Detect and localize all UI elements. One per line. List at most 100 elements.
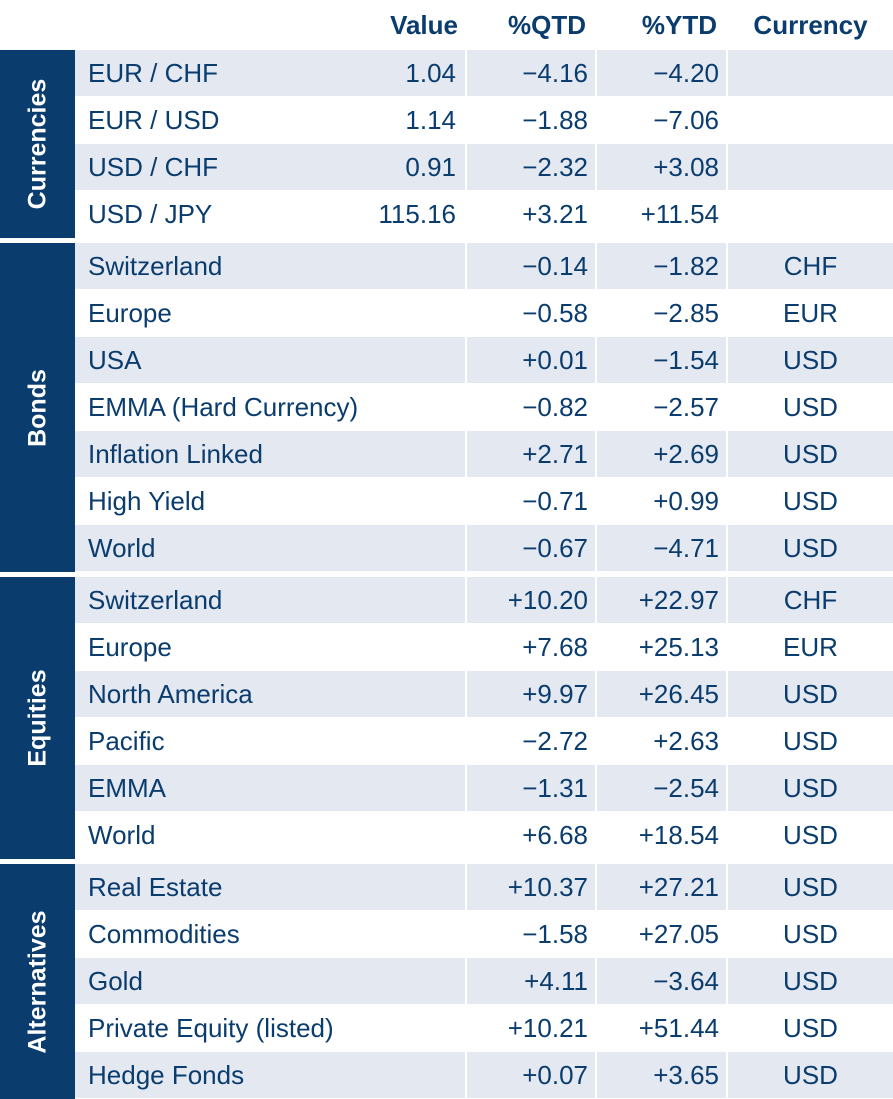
table-row: EMMA (Hard Currency) −0.82 −2.57 USD: [75, 384, 893, 431]
row-ytd: −1.82: [597, 243, 726, 289]
header-value: Value: [390, 10, 458, 40]
row-ytd: −7.06: [653, 105, 719, 135]
row-name: EMMA (Hard Currency): [88, 392, 359, 422]
row-currency: USD: [783, 919, 838, 949]
row-currency: USD: [728, 337, 893, 383]
table-row: EMMA −1.31 −2.54 USD: [75, 765, 893, 812]
row-name: Switzerland: [75, 577, 465, 623]
row-value: [75, 384, 465, 430]
row-qtd: −2.72: [522, 726, 588, 756]
table-row: Private Equity (listed) +10.21 +51.44 USD: [75, 1005, 893, 1052]
row-qtd: +10.20: [467, 577, 595, 623]
row-currency: USD: [728, 864, 893, 910]
row-qtd: +7.68: [522, 632, 588, 662]
table-header: Value %QTD %YTD Currency: [0, 0, 893, 50]
row-ytd: −4.20: [597, 50, 726, 96]
row-value: 1.04: [405, 58, 456, 88]
row-name: Inflation Linked: [75, 431, 465, 477]
table-row: USD / CHF 0.91 −2.32 +3.08: [75, 144, 893, 191]
group-label-bar: Currencies: [0, 50, 75, 238]
row-name: Pacific: [88, 726, 165, 756]
table-row: EUR / CHF 1.04 −4.16 −4.20: [75, 50, 893, 97]
row-value: [75, 624, 465, 670]
row-name: Real Estate: [75, 864, 465, 910]
row-ytd: +3.65: [597, 1052, 726, 1098]
row-currency: CHF: [728, 577, 893, 623]
table-row: High Yield −0.71 +0.99 USD: [75, 478, 893, 525]
row-currency: [728, 191, 893, 237]
row-qtd: +10.21: [507, 1013, 588, 1043]
table-row: North America +9.97 +26.45 USD: [75, 671, 893, 718]
row-value: [75, 337, 465, 383]
table-row: World −0.67 −4.71 USD: [75, 525, 893, 572]
group-label-bar: Equities: [0, 577, 75, 859]
row-value: 0.91: [405, 152, 456, 182]
row-qtd: +0.07: [467, 1052, 595, 1098]
row-qtd: +4.11: [467, 958, 595, 1004]
row-ytd: +2.69: [597, 431, 726, 477]
row-ytd: −2.57: [653, 392, 719, 422]
row-value: [75, 525, 465, 571]
row-currency: USD: [783, 726, 838, 756]
table-row: Europe +7.68 +25.13 EUR: [75, 624, 893, 671]
row-currency: USD: [783, 486, 838, 516]
table-row: World +6.68 +18.54 USD: [75, 812, 893, 859]
row-name: USD / JPY: [88, 199, 213, 229]
row-ytd: +18.54: [638, 820, 719, 850]
row-currency: USD: [728, 1052, 893, 1098]
row-qtd: +6.68: [522, 820, 588, 850]
row-qtd: +2.71: [467, 431, 595, 477]
group-label-bar: Alternatives: [0, 864, 75, 1099]
row-name: Commodities: [88, 919, 240, 949]
row-value: [75, 671, 465, 717]
row-ytd: +22.97: [597, 577, 726, 623]
row-qtd: −0.82: [522, 392, 588, 422]
group-equities: Equities Switzerland +10.20 +22.97 CHF Europe…: [0, 577, 893, 859]
table-row: Europe −0.58 −2.85 EUR: [75, 290, 893, 337]
group-rows: EUR / CHF 1.04 −4.16 −4.20 EUR / USD 1.14 −1.8…: [75, 50, 893, 238]
row-qtd: −0.14: [467, 243, 595, 289]
row-name: World: [75, 525, 465, 571]
row-qtd: −0.71: [522, 486, 588, 516]
row-name: Gold: [75, 958, 465, 1004]
group-currencies: Currencies EUR / CHF 1.04 −4.16 −4.20 EUR / U…: [0, 50, 893, 238]
table-row: Commodities −1.58 +27.05 USD: [75, 911, 893, 958]
row-currency: EUR: [783, 632, 838, 662]
row-name: Europe: [88, 632, 172, 662]
group-label: Alternatives: [23, 909, 51, 1054]
row-ytd: −2.54: [597, 765, 726, 811]
row-ytd: +27.05: [638, 919, 719, 949]
row-currency: [728, 144, 893, 190]
row-name: High Yield: [88, 486, 206, 516]
row-value: [75, 911, 465, 957]
table-row: Pacific −2.72 +2.63 USD: [75, 718, 893, 765]
row-name: EUR / CHF: [75, 50, 465, 96]
row-ytd: +51.44: [638, 1013, 719, 1043]
table-row: Gold +4.11 −3.64 USD: [75, 958, 893, 1005]
row-currency: EUR: [783, 298, 838, 328]
row-qtd: +0.01: [467, 337, 595, 383]
row-value: [75, 577, 465, 623]
table-row: Inflation Linked +2.71 +2.69 USD: [75, 431, 893, 478]
row-value: [75, 290, 465, 336]
row-qtd: −1.88: [522, 105, 588, 135]
group-bonds: Bonds Switzerland −0.14 −1.82 CHF Europe −0.58…: [0, 243, 893, 572]
table-row: Switzerland −0.14 −1.82 CHF: [75, 243, 893, 290]
row-ytd: +26.45: [597, 671, 726, 717]
row-currency: USD: [783, 392, 838, 422]
row-qtd: +9.97: [467, 671, 595, 717]
row-value: [75, 765, 465, 811]
group-label: Currencies: [23, 78, 51, 210]
table-row: EUR / USD 1.14 −1.88 −7.06: [75, 97, 893, 144]
table-body: Currencies EUR / CHF 1.04 −4.16 −4.20 EUR / U…: [0, 50, 893, 1099]
table-row: Hedge Fonds +0.07 +3.65 USD: [75, 1052, 893, 1099]
row-currency: [728, 97, 893, 143]
row-ytd: +3.08: [597, 144, 726, 190]
row-ytd: −1.54: [597, 337, 726, 383]
table-row: Switzerland +10.20 +22.97 CHF: [75, 577, 893, 624]
row-name: North America: [75, 671, 465, 717]
row-value: [75, 431, 465, 477]
table-row: Real Estate +10.37 +27.21 USD: [75, 864, 893, 911]
row-ytd: +0.99: [653, 486, 719, 516]
